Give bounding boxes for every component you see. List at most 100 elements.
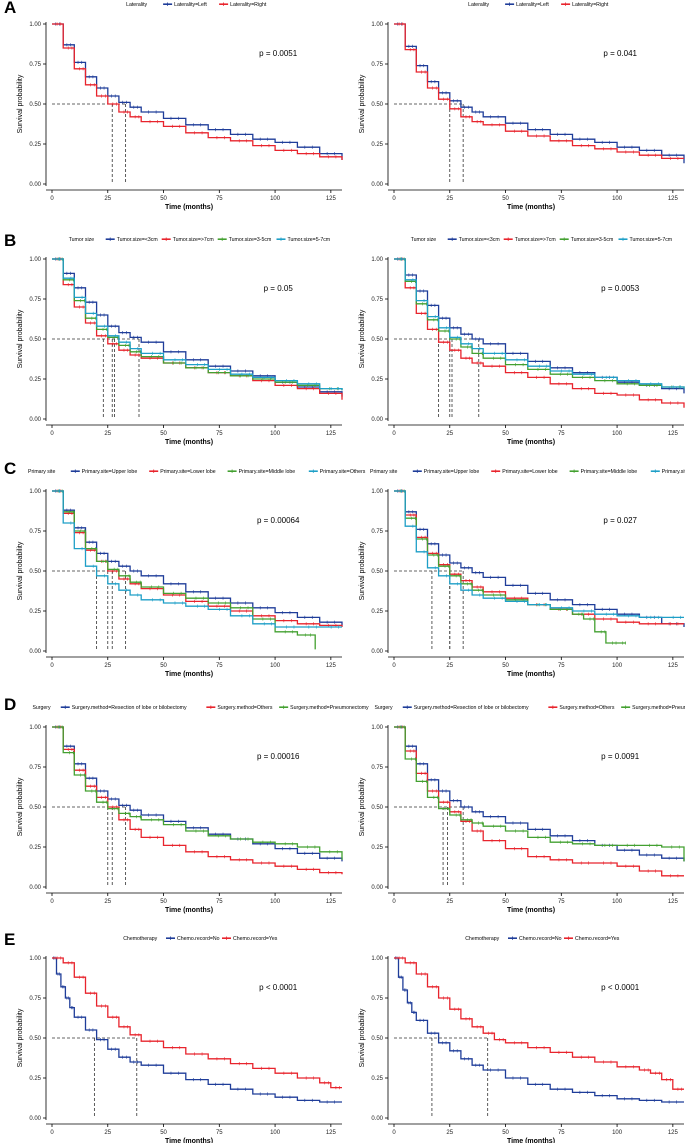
- x-tick-label: 75: [216, 899, 223, 905]
- legend-label: Primary.site=Middle lobe: [239, 469, 296, 475]
- legend-item: Tumor.size=>7cm: [503, 237, 556, 243]
- y-axis-label: Survival probability: [359, 777, 366, 836]
- legend: Chemotherapy Chemo.record=No Chemo.record=…: [123, 936, 278, 942]
- x-tick-label: 100: [270, 899, 281, 905]
- x-tick-label: 0: [392, 431, 396, 437]
- survival-curve: [394, 258, 685, 408]
- legend-item: Primary.site=Others: [650, 469, 685, 475]
- x-tick-label: 50: [502, 899, 509, 905]
- legend-item: Primary.site=Middle lobe: [569, 469, 638, 475]
- legend-label: Tumor.size=>7cm: [173, 237, 214, 243]
- legend-title: Laterality: [468, 2, 489, 8]
- legend-item: Laterality=Left: [505, 2, 549, 8]
- x-tick-label: 125: [668, 899, 679, 905]
- x-axis-label: Time (months): [507, 907, 555, 914]
- y-tick-label: 0.00: [29, 417, 41, 423]
- legend-item: Primary.site=Lower lobe: [491, 469, 558, 475]
- legend-label: Surgery.method=Resection of lobe or bilo…: [414, 705, 529, 711]
- x-tick-label: 0: [392, 663, 396, 669]
- legend-item: Surgery.method=Resection of lobe or bilo…: [60, 705, 187, 711]
- p-value: p < 0.0001: [601, 983, 640, 992]
- y-tick-label: 0.75: [371, 765, 383, 771]
- survival-curve: [52, 726, 343, 862]
- x-tick-label: 25: [446, 1130, 453, 1136]
- legend-item: Tumor.size=3-5cm: [559, 237, 614, 243]
- legend-label: Tumor.size=<3cm: [117, 237, 158, 243]
- survival-curve: [52, 258, 343, 391]
- x-tick-label: 25: [104, 1130, 111, 1136]
- x-tick-label: 50: [160, 1130, 167, 1136]
- legend-item: Tumor.size=<3cm: [447, 237, 500, 243]
- legend-item: Tumor.size=>7cm: [161, 237, 214, 243]
- legend-title: Tumor size: [69, 237, 95, 243]
- legend-item: Surgery.method=Pneumonectomy: [621, 705, 685, 711]
- legend-title: Tumor size: [411, 237, 437, 243]
- p-value: p = 0.00064: [257, 516, 300, 525]
- y-tick-label: 1.00: [371, 956, 383, 962]
- y-tick-label: 1.00: [29, 725, 41, 731]
- legend-item: Chemo.record=Yes: [564, 936, 620, 942]
- y-tick-label: 1.00: [371, 489, 383, 495]
- legend-label: Primary.site=Middle lobe: [581, 469, 638, 475]
- x-tick-label: 125: [326, 1130, 337, 1136]
- legend-label: Laterality=Left: [516, 2, 549, 8]
- survival-curve: [52, 957, 342, 1089]
- survival-curve: [52, 258, 343, 391]
- legend-title: Primary site: [28, 469, 55, 475]
- x-tick-label: 25: [446, 431, 453, 437]
- legend-label: Tumor.size=5-7cm: [630, 237, 673, 243]
- x-tick-label: 25: [446, 196, 453, 202]
- legend-item: Tumor.size=3-5cm: [217, 237, 271, 243]
- x-tick-label: 100: [612, 431, 623, 437]
- x-tick-label: 50: [502, 663, 509, 669]
- x-tick-label: 25: [104, 431, 111, 437]
- p-value: p = 0.041: [603, 49, 637, 58]
- legend-title: Primary site: [370, 469, 397, 475]
- y-tick-label: 0.75: [371, 996, 383, 1002]
- legend-title: Chemotherapy: [465, 936, 499, 942]
- survival-curve: [394, 490, 685, 627]
- x-tick-label: 125: [326, 431, 337, 437]
- survival-curve: [394, 258, 685, 389]
- legend-item: Surgery.method=Resection of lobe or bilo…: [402, 705, 529, 711]
- legend-item: Laterality=Right: [561, 2, 609, 8]
- survival-curve: [394, 23, 685, 164]
- survival-curve: [394, 726, 685, 862]
- x-tick-label: 0: [392, 899, 396, 905]
- x-tick-label: 100: [612, 1130, 623, 1136]
- x-axis-label: Time (months): [507, 1138, 555, 1143]
- x-tick-label: 50: [160, 196, 167, 202]
- y-axis-label: Survival probability: [359, 541, 366, 600]
- y-tick-label: 1.00: [29, 257, 41, 263]
- y-tick-label: 0.50: [371, 1036, 383, 1042]
- legend-label: Tumor.size=<3cm: [459, 237, 500, 243]
- y-tick-label: 0.25: [29, 142, 41, 148]
- x-tick-label: 25: [104, 899, 111, 905]
- legend-title: Chemotherapy: [123, 936, 157, 942]
- legend-item: Surgery.method=Pneumonectomy: [279, 705, 369, 711]
- x-tick-label: 0: [392, 196, 396, 202]
- x-tick-label: 0: [50, 431, 54, 437]
- legend-label: Primary.site=Others: [662, 469, 685, 475]
- x-axis-label: Time (months): [507, 439, 555, 446]
- y-tick-label: 0.00: [371, 417, 383, 423]
- legend-label: Tumor.size=3-5cm: [571, 237, 614, 243]
- y-axis-label: Survival probability: [359, 309, 366, 368]
- y-tick-label: 0.50: [371, 805, 383, 811]
- y-tick-label: 0.25: [371, 142, 383, 148]
- legend-label: Surgery.method=Others: [217, 705, 273, 711]
- y-tick-label: 0.25: [29, 377, 41, 383]
- x-tick-label: 0: [50, 196, 54, 202]
- x-tick-label: 100: [612, 899, 623, 905]
- legend-title: Surgery: [374, 705, 393, 711]
- survival-curve: [394, 490, 684, 619]
- p-value: p = 0.0053: [601, 284, 640, 293]
- x-tick-label: 75: [216, 663, 223, 669]
- y-axis-label: Survival probability: [17, 777, 24, 836]
- x-tick-label: 75: [216, 1130, 223, 1136]
- x-tick-label: 50: [160, 431, 167, 437]
- x-tick-label: 125: [326, 196, 337, 202]
- legend: Laterality Laterality=Left Laterality=Righ…: [126, 2, 267, 8]
- legend: Chemotherapy Chemo.record=No Chemo.record=…: [465, 936, 620, 942]
- y-tick-label: 0.00: [29, 1116, 41, 1122]
